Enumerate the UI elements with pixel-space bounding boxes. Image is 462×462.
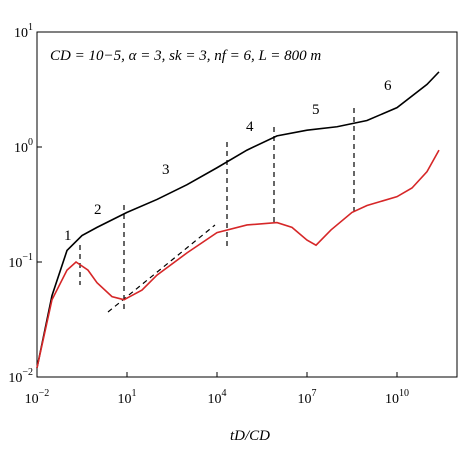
- plot-frame: [36, 31, 458, 378]
- y-tick-label: 10−1: [8, 252, 33, 271]
- region-label: 2: [94, 202, 102, 218]
- annotation: CD = 10−5, α = 3, sk = 3, nf = 6, L = 80…: [50, 48, 321, 64]
- region-label: 4: [246, 119, 254, 135]
- x-axis-label: tD/CD: [230, 428, 270, 444]
- x-tick-label: 1010: [385, 388, 409, 407]
- x-tick-label: 10−2: [25, 388, 50, 407]
- x-tick-label: 104: [208, 388, 227, 407]
- x-tick-label: 101: [118, 388, 137, 407]
- x-tick-label: 107: [298, 388, 317, 407]
- slope-line: [107, 224, 216, 313]
- region-label: 3: [162, 162, 170, 178]
- series-line: [36, 71, 440, 369]
- regime-dividers: [79, 108, 355, 313]
- region-label: 6: [384, 78, 392, 94]
- y-tick-label: 100: [14, 137, 33, 156]
- region-label: 5: [312, 102, 320, 118]
- y-tick-label: 10−2: [8, 367, 33, 386]
- y-tick-label: 101: [14, 22, 33, 41]
- region-label: 1: [64, 228, 72, 244]
- series-line: [36, 149, 440, 369]
